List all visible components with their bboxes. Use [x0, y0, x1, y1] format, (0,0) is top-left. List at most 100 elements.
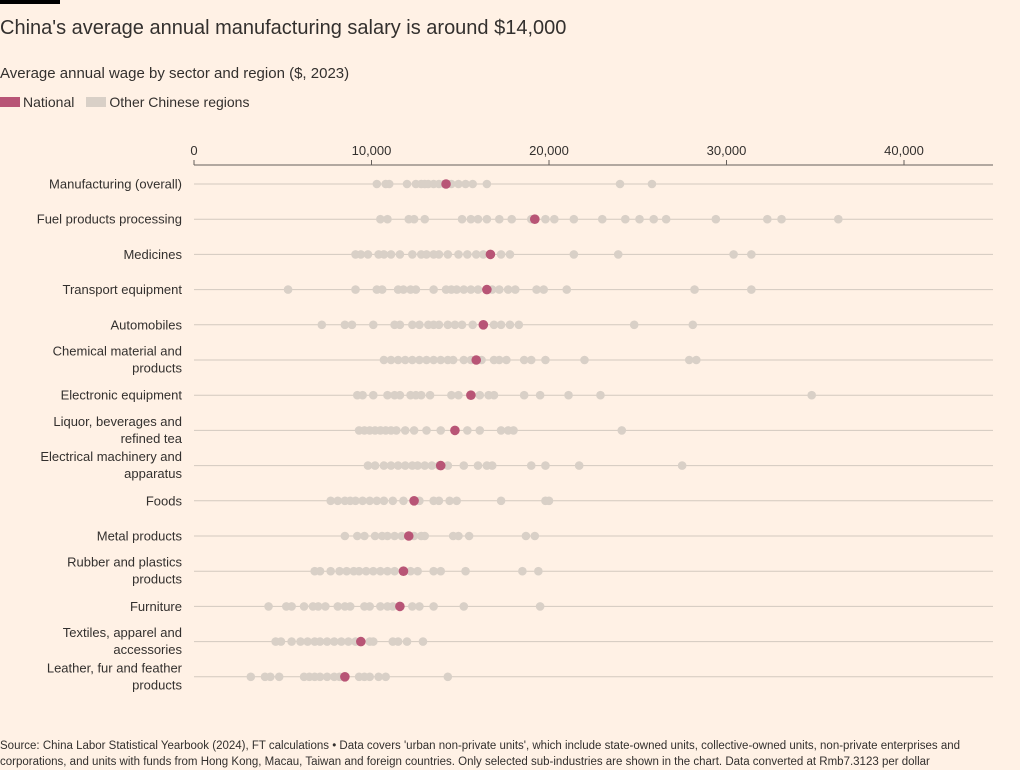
- region-dot: [457, 214, 467, 224]
- region-dot: [408, 355, 417, 365]
- region-dot: [530, 531, 540, 541]
- region-dot: [418, 637, 428, 646]
- row-label-line: apparatus: [124, 466, 182, 481]
- region-dot: [729, 250, 738, 259]
- region-dot: [448, 355, 458, 365]
- region-dot: [422, 250, 431, 259]
- region-dot: [379, 355, 389, 365]
- region-dot: [415, 602, 424, 611]
- region-dot: [383, 566, 392, 576]
- region-dot: [471, 250, 481, 259]
- row-label: Transport equipment: [63, 282, 183, 297]
- region-dot: [413, 566, 422, 576]
- region-dot: [574, 461, 584, 470]
- region-dot: [392, 426, 401, 435]
- region-dot: [507, 214, 517, 224]
- region-dot: [264, 602, 273, 611]
- region-dot: [502, 355, 511, 365]
- national-dot: [340, 672, 350, 682]
- region-dot: [468, 320, 477, 330]
- region-dot: [429, 355, 438, 365]
- region-dot: [368, 637, 378, 646]
- region-dot: [711, 214, 721, 224]
- region-dot: [420, 531, 430, 541]
- region-dot: [617, 426, 627, 435]
- region-dot: [487, 461, 497, 470]
- region-dot: [807, 390, 816, 400]
- region-dot: [514, 320, 524, 330]
- region-dot: [495, 355, 504, 365]
- national-dot: [482, 284, 492, 295]
- legend-item-regions: Other Chinese regions: [86, 94, 249, 110]
- region-dot: [564, 390, 573, 400]
- region-dot: [445, 496, 454, 506]
- region-dot: [358, 496, 367, 506]
- row-label-line: Electrical machinery and: [40, 449, 182, 464]
- region-dot: [409, 426, 419, 435]
- region-dot: [452, 285, 462, 294]
- region-dot: [747, 285, 756, 294]
- region-dot: [422, 355, 431, 365]
- region-dot: [434, 250, 444, 259]
- national-dot: [478, 320, 489, 330]
- region-dot: [429, 602, 438, 611]
- region-dot: [496, 320, 506, 330]
- row-label: Automobiles: [110, 317, 182, 332]
- region-dot: [347, 320, 357, 330]
- region-dot: [466, 285, 476, 294]
- region-dot: [692, 355, 701, 365]
- region-dot: [287, 602, 296, 611]
- region-dot: [358, 390, 367, 400]
- region-dot: [519, 355, 529, 365]
- region-dot: [408, 602, 417, 611]
- region-dot: [521, 531, 531, 541]
- region-dot: [427, 461, 437, 470]
- region-dot: [420, 461, 430, 470]
- region-dot: [688, 320, 698, 330]
- region-dot: [466, 214, 476, 224]
- region-dot: [370, 531, 380, 541]
- region-dot: [342, 566, 351, 576]
- region-dot: [368, 320, 378, 330]
- region-dot: [383, 531, 392, 541]
- region-dot: [436, 566, 446, 576]
- region-dot: [420, 214, 430, 224]
- row-label: Medicines: [123, 247, 182, 262]
- region-dot: [340, 320, 350, 330]
- row-label: Liquor, beverages and refined tea: [53, 414, 182, 446]
- region-dot: [429, 285, 438, 294]
- region-dot: [363, 250, 373, 259]
- region-dot: [569, 214, 579, 224]
- region-dot: [386, 355, 396, 365]
- region-dot: [395, 250, 405, 259]
- region-dot: [425, 390, 435, 400]
- region-dot: [596, 390, 605, 400]
- region-dot: [518, 566, 527, 576]
- region-dot: [489, 320, 499, 330]
- region-dot: [388, 496, 398, 506]
- region-dot: [400, 426, 410, 435]
- region-dot: [400, 461, 410, 470]
- national-dot: [471, 355, 482, 365]
- national-dot: [409, 496, 419, 506]
- region-dot: [452, 496, 462, 506]
- source-note: Source: China Labor Statistical Yearbook…: [0, 740, 961, 768]
- region-dot: [351, 496, 360, 506]
- region-dot: [340, 531, 350, 541]
- region-dot: [550, 214, 559, 224]
- region-dot: [436, 426, 446, 435]
- region-dot: [763, 214, 772, 224]
- region-dot: [353, 531, 362, 541]
- row-label: Electrical machinery and apparatus: [40, 449, 182, 481]
- row-label-line: Textiles, apparel and: [63, 625, 182, 640]
- region-dot: [535, 602, 545, 611]
- region-dot: [454, 179, 463, 189]
- region-dot: [496, 426, 506, 435]
- region-dot: [399, 285, 408, 294]
- row-label: Metal products: [97, 529, 183, 544]
- region-dot: [393, 637, 403, 646]
- region-dot: [365, 672, 375, 682]
- region-dot: [621, 214, 630, 224]
- region-dot: [345, 602, 355, 611]
- region-dot: [526, 355, 536, 365]
